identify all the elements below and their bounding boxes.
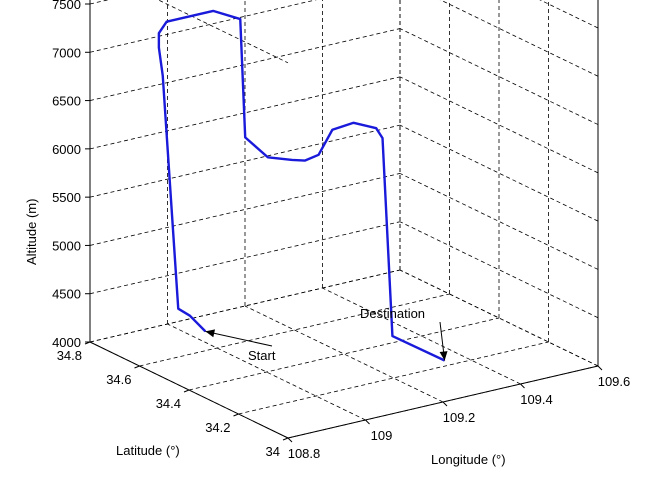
side-wall-grid-line (399, 28, 599, 125)
floor-grid-line (322, 287, 521, 385)
flight-path (157, 9, 446, 362)
z-tick-label: 4000 (52, 335, 81, 350)
x-tick-mark (442, 401, 448, 407)
side-wall-grid-line (399, 221, 599, 319)
floor-grid-line (238, 341, 549, 415)
y-tick-mark (282, 437, 289, 441)
side-wall-grid-line (399, 269, 599, 367)
y-tick-mark (183, 389, 190, 393)
z-tick-label: 7000 (52, 45, 81, 60)
x-tick-label: 109.6 (598, 374, 631, 389)
side-wall-grid-line (399, 124, 599, 222)
top-edge-line (157, 0, 289, 64)
floor-grid-line (244, 305, 444, 403)
floor-grid-line (188, 317, 500, 391)
z-tick-label: 6000 (52, 142, 81, 157)
y-tick-label: 34.6 (106, 372, 131, 387)
x-tick-mark (365, 419, 370, 425)
z-tick-label: 4500 (52, 287, 81, 302)
x-tick-mark (287, 437, 293, 443)
x-tick-mark (597, 365, 603, 371)
y-tick-label: 34 (266, 444, 280, 459)
axes-box (84, 0, 603, 443)
side-wall-grid-line (439, 0, 599, 77)
x-tick-label: 109 (371, 428, 393, 443)
y-tick-label: 34.2 (205, 420, 230, 435)
destination-arrow-head (439, 351, 448, 361)
start-arrow-head (205, 329, 216, 338)
annotations: Start Destination (205, 306, 448, 363)
start-annotation: Start (248, 348, 276, 363)
destination-annotation: Destination (360, 306, 425, 321)
floor-grid-line (167, 323, 366, 421)
y-axis-label: Latitude (°) (116, 443, 180, 458)
z-tick-label: 5500 (52, 190, 81, 205)
y-tick-label: 34.4 (156, 396, 181, 411)
z-tick-label: 5000 (52, 238, 81, 253)
z-axis-label: Altitude (m) (24, 199, 39, 265)
side-wall-grid-line (399, 173, 599, 270)
x-tick-label: 109.2 (443, 410, 476, 425)
z-tick-label: 6500 (52, 94, 81, 109)
floor-grid-line (139, 293, 450, 367)
y-tick-label: 34.8 (57, 348, 82, 363)
x-tick-mark (520, 383, 525, 389)
grid (89, 0, 599, 439)
flight-path-line (157, 9, 446, 362)
x-axis-label: Longitude (°) (431, 452, 506, 467)
start-arrow-line (205, 330, 273, 347)
z-tick-label: 7500 (52, 0, 81, 12)
x-tick-label: 108.8 (288, 446, 321, 461)
side-wall-grid-line (539, 0, 599, 29)
x-tick-label: 109.4 (520, 392, 553, 407)
side-wall-grid-line (399, 76, 599, 174)
y-tick-mark (134, 365, 140, 369)
y-tick-mark (233, 413, 239, 417)
tick-labels: 108.8 109 109.2 109.4 109.6 34 34.2 34.4 34.6 34.… (52, 0, 630, 461)
